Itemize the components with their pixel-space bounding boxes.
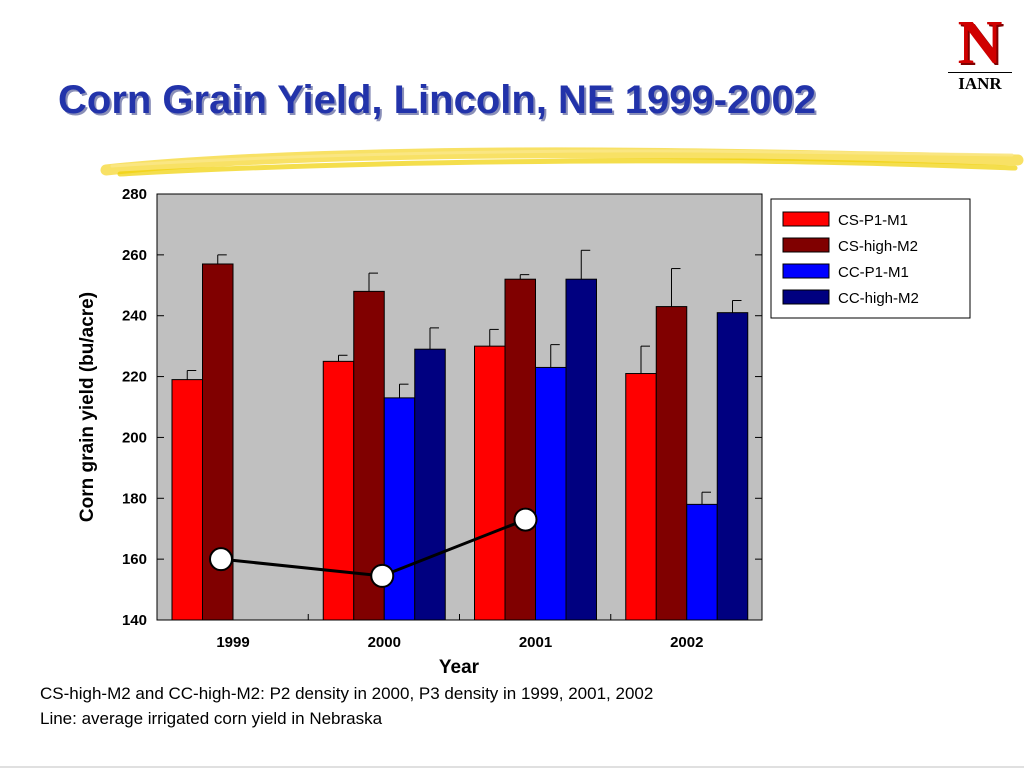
y-tick-label: 280 <box>122 186 147 203</box>
bar <box>474 345 506 621</box>
footnote-density: CS-high-M2 and CC-high-M2: P2 density in… <box>40 684 654 703</box>
bar <box>716 312 749 621</box>
legend-label: CS-P1-M1 <box>838 212 908 229</box>
university-logo: N IANR <box>948 9 1012 94</box>
y-tick-label: 180 <box>122 490 147 507</box>
slide-title: Corn Grain Yield, Lincoln, NE 1999-2002 <box>58 78 817 122</box>
y-tick-label: 240 <box>122 308 147 325</box>
footnote-line: Line: average irrigated corn yield in Ne… <box>40 709 383 728</box>
average-yield-point <box>513 507 538 532</box>
legend-swatch <box>782 237 830 253</box>
x-tick-label: 2001 <box>519 634 552 651</box>
logo-mark: N <box>957 9 1003 77</box>
bar-chart: 140 160 180 200 220 240 260 280 Corn grain yield… <box>77 186 971 678</box>
legend-label: CC-P1-M1 <box>838 264 909 281</box>
average-yield-point <box>370 563 395 588</box>
bar <box>414 348 446 621</box>
y-tick-label: 220 <box>122 369 147 386</box>
bar <box>686 503 718 621</box>
legend-swatch <box>782 211 830 227</box>
bar <box>322 360 355 621</box>
x-tick-label: 2000 <box>368 634 401 651</box>
y-tick-label: 260 <box>122 247 147 264</box>
bar <box>655 306 688 621</box>
y-axis-label: Corn grain yield (bu/acre) <box>77 292 98 522</box>
average-yield-point <box>209 547 233 572</box>
y-tick-label: 140 <box>122 612 147 629</box>
x-tick-label: 1999 <box>216 634 249 651</box>
bar <box>565 278 597 621</box>
y-tick-label: 200 <box>122 429 147 446</box>
bar <box>625 373 657 621</box>
bottom-rule <box>0 766 1024 768</box>
bar <box>535 366 567 621</box>
y-tick-label: 160 <box>122 551 147 568</box>
logo-text: IANR <box>948 72 1012 94</box>
x-axis-label: Year <box>439 657 480 678</box>
x-tick-label: 2002 <box>670 634 703 651</box>
legend-label: CS-high-M2 <box>838 238 918 255</box>
legend-label: CC-high-M2 <box>838 290 919 307</box>
legend-swatch <box>782 289 830 305</box>
bar <box>171 379 203 621</box>
bar <box>504 278 536 621</box>
legend-swatch <box>782 263 830 279</box>
title-highlight-stroke <box>100 147 1024 177</box>
bar <box>383 397 416 621</box>
